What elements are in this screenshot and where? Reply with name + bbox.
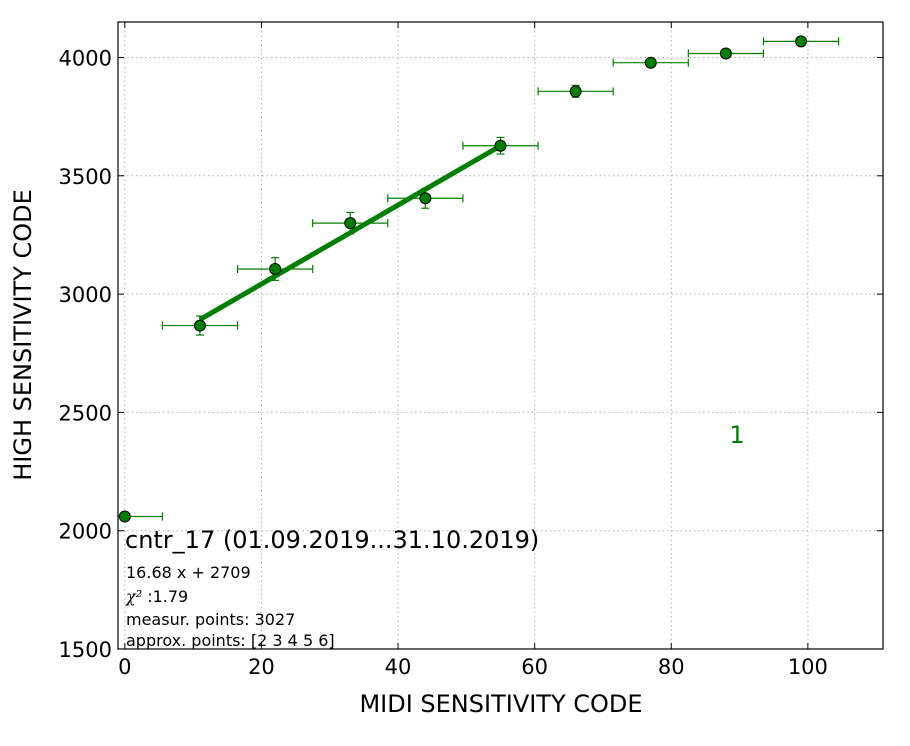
data-point	[569, 85, 582, 98]
x-tick-label: 60	[521, 655, 548, 679]
annotation-chi-squared: χ² :1.79	[125, 587, 188, 606]
y-tick-label: 2500	[59, 401, 112, 425]
y-tick-label: 3500	[59, 165, 112, 189]
data-point	[419, 192, 432, 205]
annotation-approx-points: approx. points: [2 3 4 5 6]	[126, 631, 335, 650]
y-tick-label: 2000	[59, 520, 112, 544]
annotation-measur-points: measur. points: 3027	[126, 610, 295, 629]
data-point	[494, 139, 507, 152]
axis-ticks	[118, 22, 883, 650]
y-tick-label: 1500	[59, 638, 112, 662]
data-point	[795, 35, 808, 48]
plot-frame	[117, 21, 884, 650]
x-tick-label: 40	[385, 655, 412, 679]
grid-lines	[118, 22, 883, 650]
chi-value: :1.79	[142, 587, 188, 606]
x-tick-label: 80	[658, 655, 685, 679]
data-points-layer	[118, 35, 808, 523]
data-point	[644, 56, 657, 69]
chi-symbol: χ²	[125, 587, 142, 606]
annotation-title: cntr_17 (01.09.2019...31.10.2019)	[125, 526, 539, 554]
data-point	[719, 47, 732, 60]
y-axis-label: HIGH SENSITIVITY CODE	[9, 189, 37, 481]
data-point	[118, 510, 131, 523]
x-tick-label: 100	[788, 655, 828, 679]
annotation-equation: 16.68 x + 2709	[126, 563, 251, 582]
data-point	[269, 263, 282, 276]
x-tick-label: 20	[248, 655, 275, 679]
tick-labels: 0 20 40 60 80 100 1500 2000 2500 3000 3500 4000	[59, 46, 828, 679]
data-point	[344, 217, 357, 230]
series-number-label: 1	[729, 421, 744, 449]
x-tick-label: 0	[118, 655, 131, 679]
y-tick-label: 3000	[59, 283, 112, 307]
y-tick-label: 4000	[59, 46, 112, 70]
data-point	[193, 319, 206, 332]
x-axis-label: MIDI SENSITIVITY CODE	[359, 690, 642, 718]
